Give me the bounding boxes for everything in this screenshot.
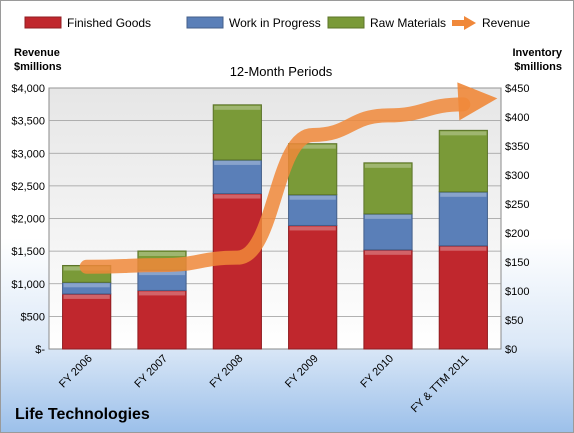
bar-finished-goods — [288, 224, 338, 350]
right-tick-label: $450 — [505, 83, 529, 95]
x-tick-label: FY & TTM 2011 — [409, 353, 472, 416]
bar-highlight — [63, 294, 110, 299]
left-axis-title: Revenue — [14, 47, 60, 59]
bar-highlight — [440, 246, 487, 251]
bar-raw-materials — [212, 104, 262, 161]
left-tick-label: $3,000 — [11, 148, 45, 160]
bar-finished-goods — [137, 289, 187, 350]
left-tick-label: $1,000 — [11, 279, 45, 291]
left-tick-label: $2,500 — [11, 181, 45, 193]
left-tick-label: $4,000 — [11, 83, 45, 95]
left-tick-label: $500 — [21, 311, 45, 323]
right-tick-label: $350 — [505, 141, 529, 153]
right-tick-label: $150 — [505, 257, 529, 269]
x-tick-label: FY 2008 — [208, 353, 246, 391]
bar-finished-goods — [62, 293, 112, 350]
right-tick-label: $250 — [505, 199, 529, 211]
bar-work-in-progress — [363, 213, 413, 251]
bars — [62, 104, 488, 350]
x-tick-label: FY 2006 — [57, 353, 95, 391]
right-axis-title: $millions — [514, 61, 562, 73]
bar-highlight — [138, 251, 186, 256]
right-tick-label: $400 — [505, 112, 529, 124]
bar-highlight — [440, 192, 487, 197]
revenue-trend — [79, 82, 498, 274]
bar-finished-goods — [212, 193, 262, 350]
right-tick-label: $100 — [505, 286, 529, 298]
legend-swatch — [186, 16, 224, 29]
bar-highlight — [138, 291, 186, 296]
bar-highlight — [440, 131, 487, 136]
right-tick-label: $0 — [505, 344, 517, 356]
x-tick-label: FY 2007 — [132, 353, 170, 391]
legend-label: Finished Goods — [67, 16, 151, 30]
bar-work-in-progress — [212, 159, 262, 195]
bar-highlight — [138, 271, 186, 276]
bar-highlight — [214, 160, 261, 165]
bar-highlight — [63, 283, 110, 288]
bar-finished-goods — [363, 249, 413, 350]
x-tick-label: FY 2009 — [283, 353, 321, 391]
bar-highlight — [364, 214, 412, 219]
bar-highlight — [214, 105, 261, 110]
right-tick-label: $50 — [505, 315, 523, 327]
right-axis-title: Inventory — [512, 47, 562, 59]
right-tick-label: $300 — [505, 170, 529, 182]
legend-label: Raw Materials — [370, 16, 446, 30]
bar-raw-materials — [363, 162, 413, 215]
right-tick-label: $200 — [505, 228, 529, 240]
legend-label: Revenue — [482, 16, 530, 30]
bar-highlight — [364, 163, 412, 168]
plot-area — [48, 87, 502, 350]
legend: Finished Goods Work in Progress Raw Materi… — [24, 16, 530, 30]
x-tick-label: FY 2010 — [358, 353, 396, 391]
bar-highlight — [214, 194, 261, 199]
bar-highlight — [364, 250, 412, 255]
chart-subtitle: 12-Month Periods — [230, 64, 333, 79]
legend-swatch — [24, 16, 62, 29]
revenue-trend-line — [79, 97, 471, 274]
bar-finished-goods — [438, 245, 488, 350]
bar-highlight — [289, 226, 336, 231]
left-tick-label: $2,000 — [11, 214, 45, 226]
bar-highlight — [289, 195, 336, 200]
legend-swatch — [327, 16, 365, 29]
left-tick-label: $3,500 — [11, 116, 45, 128]
left-tick-label: $1,500 — [11, 246, 45, 258]
legend-arrow-head — [464, 16, 476, 30]
left-tick-label: $- — [35, 344, 45, 356]
company-name: Life Technologies — [15, 406, 150, 423]
legend-label: Work in Progress — [229, 16, 321, 30]
bar-highlight — [289, 144, 336, 149]
left-axis-title: $millions — [14, 61, 62, 73]
bar-raw-materials — [438, 129, 488, 193]
bar-work-in-progress — [438, 191, 488, 247]
revenue-arrow-head — [457, 82, 498, 121]
